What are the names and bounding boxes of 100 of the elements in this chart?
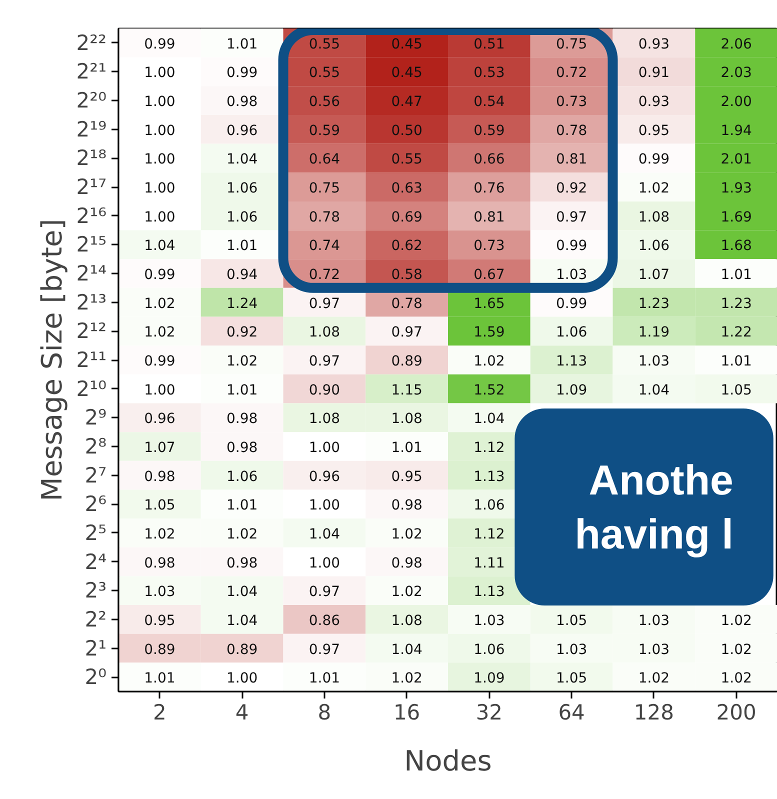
y-tick-label: 2¹⁹ (76, 117, 107, 142)
data-label: 0.55 (391, 152, 422, 168)
y-tick-label: 2²¹ (76, 60, 107, 84)
data-label: 0.59 (474, 122, 505, 139)
data-label: 0.55 (308, 65, 340, 82)
data-label: 2.01 (720, 152, 752, 168)
data-label: 0.98 (391, 555, 422, 572)
data-label: 1.02 (144, 526, 176, 542)
data-label: 0.59 (308, 122, 340, 139)
data-label: 1.00 (144, 180, 176, 197)
data-label: 1.13 (474, 468, 505, 485)
data-label: 1.00 (144, 65, 176, 82)
data-label: 0.99 (226, 65, 258, 82)
data-label: 0.98 (226, 94, 258, 110)
data-label: 0.81 (474, 209, 505, 226)
data-label: 0.97 (308, 642, 340, 658)
x-tick-label: 128 (634, 700, 674, 724)
data-label: 1.04 (144, 238, 176, 254)
data-label: 1.06 (226, 468, 258, 485)
x-tick-label: 2 (153, 700, 166, 724)
data-label: 0.86 (308, 612, 340, 629)
y-tick-label: 2¹⁵ (76, 232, 107, 257)
data-label: 1.08 (308, 324, 340, 341)
data-label: 0.98 (226, 411, 258, 428)
data-label: 0.76 (474, 180, 505, 197)
data-label: 1.03 (144, 584, 176, 600)
data-label: 0.97 (308, 296, 340, 312)
data-label: 0.73 (474, 238, 505, 254)
data-label: 1.01 (720, 267, 752, 284)
y-tick-label: 2¹ (84, 636, 106, 660)
data-label: 0.50 (391, 122, 422, 139)
data-label: 0.78 (556, 122, 588, 139)
data-label: 0.72 (308, 267, 340, 284)
y-axis-title: Message Size [byte] (35, 218, 68, 502)
data-label: 1.69 (720, 209, 752, 226)
annotation: having l (574, 510, 734, 558)
data-label: 0.96 (308, 468, 340, 485)
data-label: 0.67 (474, 267, 505, 284)
data-label: 1.00 (144, 152, 176, 168)
data-label: 0.66 (474, 152, 505, 168)
data-label: 1.01 (226, 382, 258, 398)
data-label: 1.00 (144, 94, 176, 110)
data-label: 1.11 (474, 555, 505, 572)
data-label: 1.02 (144, 324, 176, 341)
data-label: 0.98 (144, 555, 176, 572)
data-label: 1.68 (720, 238, 752, 254)
data-label: 0.98 (226, 555, 258, 572)
x-axis-title: Nodes (404, 744, 492, 778)
data-label: 0.97 (391, 324, 422, 341)
data-label: 1.07 (144, 440, 176, 456)
y-tick-label: 2⁶ (84, 492, 106, 516)
data-label: 1.06 (226, 209, 258, 226)
data-label: 1.03 (556, 642, 588, 658)
data-label: 0.93 (638, 94, 670, 110)
data-label: 1.09 (474, 670, 505, 687)
data-label: 1.09 (556, 382, 588, 398)
annotation: Anothe (588, 456, 734, 504)
data-label: 2.03 (720, 65, 752, 82)
data-label: 1.00 (144, 122, 176, 139)
data-label: 0.97 (556, 209, 588, 226)
data-label: 0.73 (556, 94, 588, 110)
y-tick-label: 2⁹ (84, 406, 106, 430)
data-label: 1.65 (474, 296, 505, 312)
data-label: 1.01 (391, 440, 422, 456)
data-label: 1.12 (474, 440, 505, 456)
data-label: 0.95 (638, 122, 670, 139)
data-label: 1.13 (556, 354, 588, 370)
data-label: 0.89 (391, 354, 422, 370)
x-tick-label: 200 (716, 700, 756, 724)
y-tick-label: 2⁴ (84, 550, 106, 574)
y-tick-label: 2¹⁴ (76, 262, 107, 286)
data-label: 1.22 (720, 324, 752, 341)
data-label: 2.06 (720, 36, 752, 52)
data-label: 1.02 (226, 526, 258, 542)
x-tick-label: 8 (318, 700, 332, 724)
data-label: 0.95 (144, 612, 176, 629)
y-tick-label: 2²⁰ (76, 88, 107, 113)
y-tick-label: 2¹⁸ (76, 146, 107, 170)
y-tick-label: 2⁰ (84, 665, 106, 690)
data-label: 1.07 (638, 267, 670, 284)
data-label: 0.78 (308, 209, 340, 226)
data-label: 0.98 (226, 440, 258, 456)
data-label: 1.01 (144, 670, 176, 687)
data-label: 1.03 (638, 642, 670, 658)
x-tick-label: 16 (393, 700, 420, 724)
data-label: 1.08 (391, 612, 422, 629)
data-label: 1.23 (720, 296, 752, 312)
data-label: 1.19 (638, 324, 670, 341)
data-label: 0.98 (391, 498, 422, 514)
data-label: 0.92 (556, 180, 588, 197)
data-label: 1.52 (474, 382, 505, 398)
data-label: 0.53 (474, 65, 505, 82)
data-label: 1.03 (556, 267, 588, 284)
data-label: 1.13 (474, 584, 505, 600)
data-label: 0.54 (474, 94, 505, 110)
data-label: 1.04 (226, 612, 258, 629)
data-label: 1.01 (226, 36, 258, 52)
data-label: 1.12 (474, 526, 505, 542)
data-label: 0.78 (391, 296, 422, 312)
data-label: 2.00 (720, 94, 752, 110)
